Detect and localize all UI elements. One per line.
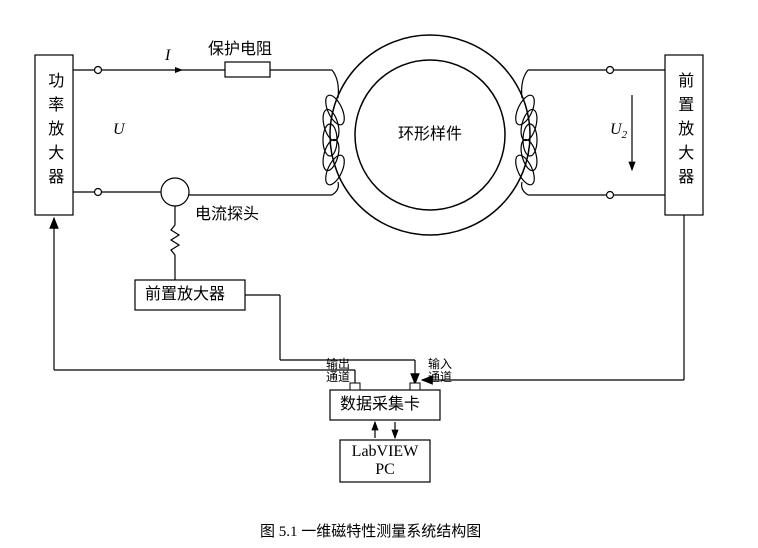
daq-out-port	[350, 383, 360, 390]
probe-label: 电流探头	[195, 205, 259, 224]
right-amp-to-daq	[422, 215, 684, 380]
ring-label: 环形样件	[398, 125, 462, 144]
probe-down-wire	[171, 206, 179, 280]
label-U2: U2	[610, 120, 627, 142]
resistor-label: 保护电阻	[208, 40, 272, 59]
power-amp-label: 功率放大器	[44, 72, 63, 192]
figure-caption: 图 5.1 一维磁特性测量系统结构图	[260, 520, 481, 541]
label-I: I	[165, 46, 170, 65]
out-ch-label: 输出 通道	[326, 358, 350, 384]
top-wire	[73, 62, 338, 98]
daq-in-port	[410, 383, 420, 390]
pc-label-1: LabVIEW	[350, 442, 420, 461]
bottom-right-wire	[522, 182, 665, 199]
top-right-wire	[522, 67, 665, 99]
daq-label: 数据采集卡	[340, 395, 420, 414]
front-amp-bottom-label: 前置放大器	[145, 285, 225, 304]
label-U: U	[113, 120, 125, 139]
bottom-left-wire	[73, 178, 338, 206]
pc-label-2: PC	[350, 460, 420, 479]
front-amp-right-label: 前置放大器	[674, 72, 693, 192]
in-ch-label: 输入 通道	[428, 358, 452, 384]
